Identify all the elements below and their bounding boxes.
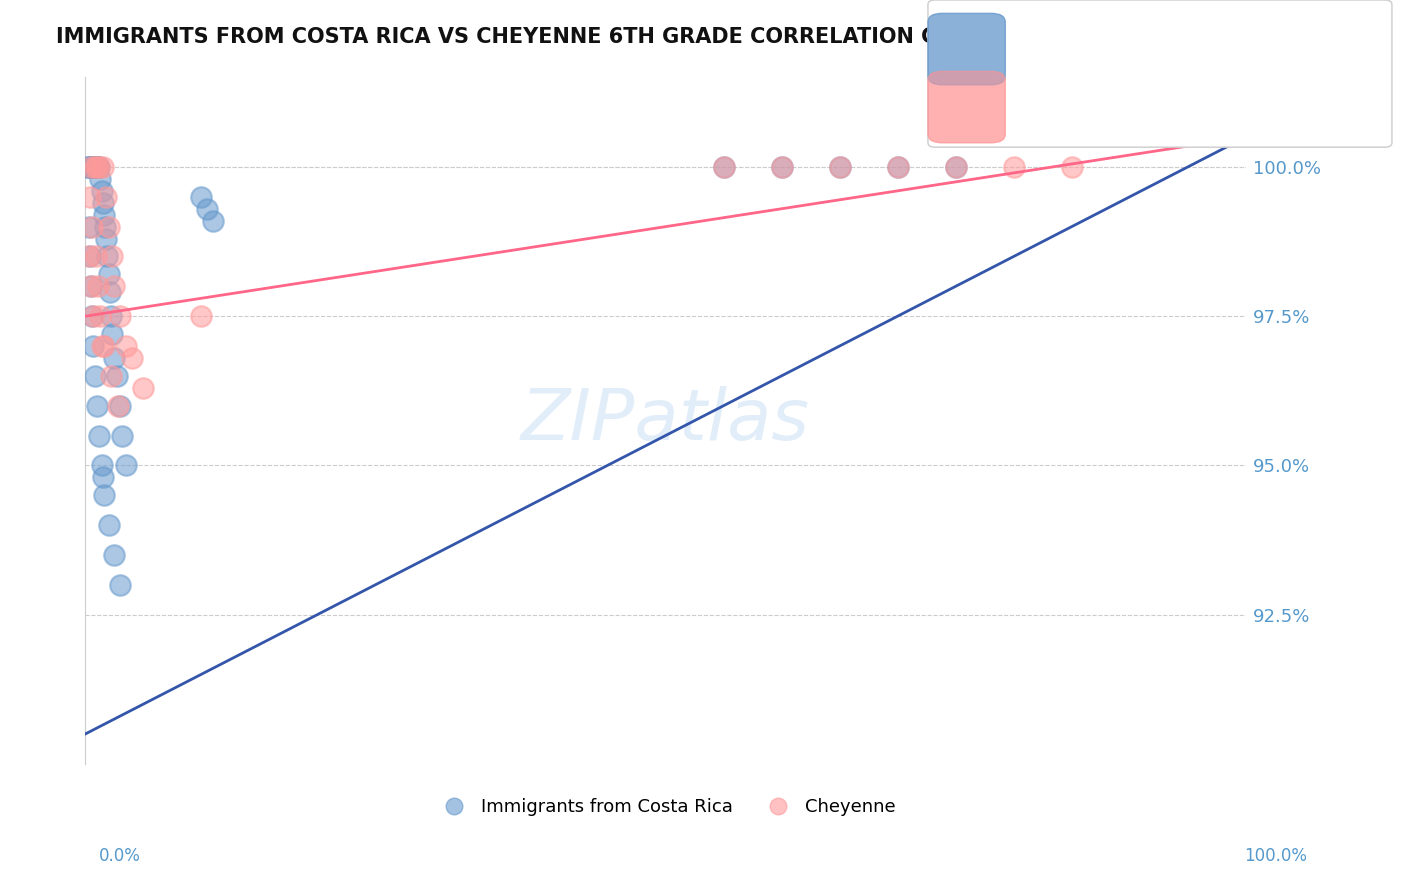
Point <box>101 327 124 342</box>
Text: ZIPatlas: ZIPatlas <box>522 386 810 455</box>
Point <box>97 268 120 282</box>
Text: R = 0.480   N = 51: R = 0.480 N = 51 <box>1005 30 1205 50</box>
Point <box>115 339 138 353</box>
Point <box>80 279 103 293</box>
Point <box>79 190 101 204</box>
Point <box>93 488 115 502</box>
Point <box>89 160 111 174</box>
Point <box>76 160 98 174</box>
Point <box>945 160 967 174</box>
Point <box>94 219 117 234</box>
Point <box>91 195 114 210</box>
Point <box>1002 160 1025 174</box>
Point <box>82 160 104 174</box>
Text: Source: ZipAtlas.com: Source: ZipAtlas.com <box>1187 27 1350 42</box>
Point <box>101 250 124 264</box>
Point <box>100 309 122 323</box>
Point <box>84 250 107 264</box>
Point <box>108 578 131 592</box>
Point <box>770 160 793 174</box>
Point <box>108 309 131 323</box>
Point <box>77 160 100 174</box>
Point <box>91 160 114 174</box>
Point <box>190 190 212 204</box>
Point <box>89 428 111 442</box>
Point <box>96 231 118 245</box>
Point <box>115 458 138 473</box>
Point <box>77 219 100 234</box>
Point <box>86 160 108 174</box>
Point <box>91 470 114 484</box>
Point <box>83 368 105 383</box>
Point <box>103 351 125 365</box>
Point <box>103 548 125 562</box>
Point <box>80 279 103 293</box>
Point <box>80 160 103 174</box>
Point <box>886 160 908 174</box>
Point <box>86 399 108 413</box>
Point <box>93 208 115 222</box>
Text: 100.0%: 100.0% <box>1244 847 1308 865</box>
Point <box>121 351 143 365</box>
Point <box>945 160 967 174</box>
Point <box>96 190 118 204</box>
Point <box>82 309 104 323</box>
Point <box>82 160 104 174</box>
Point <box>132 381 155 395</box>
Point <box>96 250 118 264</box>
Point <box>100 368 122 383</box>
Point <box>98 285 121 300</box>
Point <box>90 184 112 198</box>
Point <box>886 160 908 174</box>
Point <box>86 160 108 174</box>
Point <box>93 339 115 353</box>
Point <box>105 368 128 383</box>
Point <box>89 160 111 174</box>
Text: R = 0.289   N = 33: R = 0.289 N = 33 <box>1005 97 1205 117</box>
Point <box>1060 160 1083 174</box>
Point <box>79 250 101 264</box>
Point <box>90 339 112 353</box>
Point <box>82 309 104 323</box>
Point <box>90 458 112 473</box>
Point <box>190 309 212 323</box>
Point <box>828 160 851 174</box>
Point <box>103 279 125 293</box>
Point <box>87 279 110 293</box>
Point <box>82 160 104 174</box>
Point <box>111 428 134 442</box>
Point <box>108 399 131 413</box>
Point <box>84 160 107 174</box>
Point <box>82 339 104 353</box>
Point <box>83 160 105 174</box>
Point <box>89 172 111 186</box>
Point <box>713 160 735 174</box>
Text: IMMIGRANTS FROM COSTA RICA VS CHEYENNE 6TH GRADE CORRELATION CHART: IMMIGRANTS FROM COSTA RICA VS CHEYENNE 6… <box>56 27 1000 46</box>
Point <box>828 160 851 174</box>
Point <box>89 309 111 323</box>
Point <box>97 219 120 234</box>
Point <box>83 160 105 174</box>
Point <box>79 160 101 174</box>
Legend: Immigrants from Costa Rica, Cheyenne: Immigrants from Costa Rica, Cheyenne <box>429 791 903 823</box>
Point <box>80 160 103 174</box>
Point <box>87 160 110 174</box>
Point <box>77 250 100 264</box>
Point <box>201 213 224 227</box>
Point <box>82 219 104 234</box>
Text: 0.0%: 0.0% <box>98 847 141 865</box>
Point <box>195 202 218 216</box>
Point <box>107 399 129 413</box>
Point <box>80 160 103 174</box>
Point <box>97 518 120 533</box>
Point <box>713 160 735 174</box>
Point <box>770 160 793 174</box>
